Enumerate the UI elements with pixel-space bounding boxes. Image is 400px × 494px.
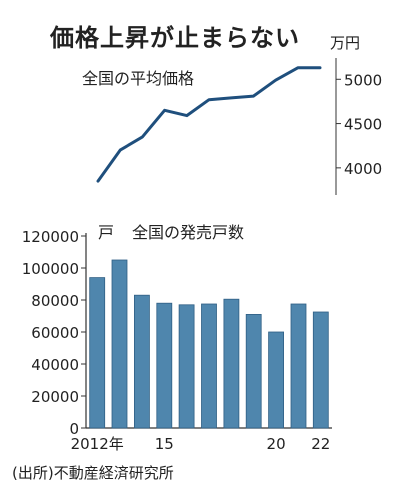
bar-2020	[268, 331, 285, 429]
series-line-average-price	[96, 66, 322, 183]
line-points	[97, 67, 321, 182]
line-y-ticks: 4000 4500 5000	[336, 71, 382, 178]
bar-x-tick-label: 2012年	[71, 435, 124, 453]
bar-2021	[290, 303, 307, 429]
bar-y-ticks: 0 20000 40000 60000 80000 100000 120000	[22, 228, 86, 438]
bar-y-unit: 戸	[98, 223, 114, 242]
bar-x-tick-label: 15	[155, 435, 174, 453]
line-y-unit: 万円	[330, 34, 360, 52]
bar-y-tick-label: 100000	[22, 260, 79, 278]
bar-2015	[156, 302, 173, 429]
bar-y-tick-label: 80000	[31, 292, 79, 310]
bar-2018	[223, 298, 240, 429]
bar-y-tick-label: 120000	[22, 228, 79, 246]
line-y-tick-label: 5000	[344, 71, 382, 89]
line-y-tick-label: 4000	[344, 160, 382, 178]
price-line-chart: 全国の平均価格 万円 4000 4500 5000	[82, 34, 382, 195]
bar-y-tick-label: 60000	[31, 324, 79, 342]
bar-2014	[133, 294, 150, 429]
bar-2019	[245, 313, 262, 429]
bars	[89, 259, 329, 429]
bar-y-tick-label: 40000	[31, 356, 79, 374]
source-note: (出所)不動産経済研究所	[12, 464, 174, 482]
line-chart-title: 全国の平均価格	[82, 69, 194, 88]
sales-bar-chart: 戸 全国の発売戸数 0 20000 40000 60000 80000 100000 120…	[22, 223, 332, 453]
bar-2013	[111, 259, 128, 429]
bar-x-tick-label: 20	[267, 435, 286, 453]
bar-y-tick-label: 20000	[31, 388, 79, 406]
bar-2012	[89, 277, 106, 429]
line-y-tick-label: 4500	[344, 116, 382, 134]
bar-x-tick-label: 22	[311, 435, 330, 453]
chart-title: 価格上昇が止まらない	[50, 24, 300, 52]
bar-chart-title: 全国の発売戸数	[132, 223, 244, 242]
bar-2022	[312, 311, 329, 429]
bar-y-tick-label: 0	[69, 420, 79, 438]
bar-2016	[178, 304, 195, 429]
bar-x-ticks: 2012年 15 20 22	[71, 435, 331, 453]
bar-2017	[201, 303, 217, 429]
